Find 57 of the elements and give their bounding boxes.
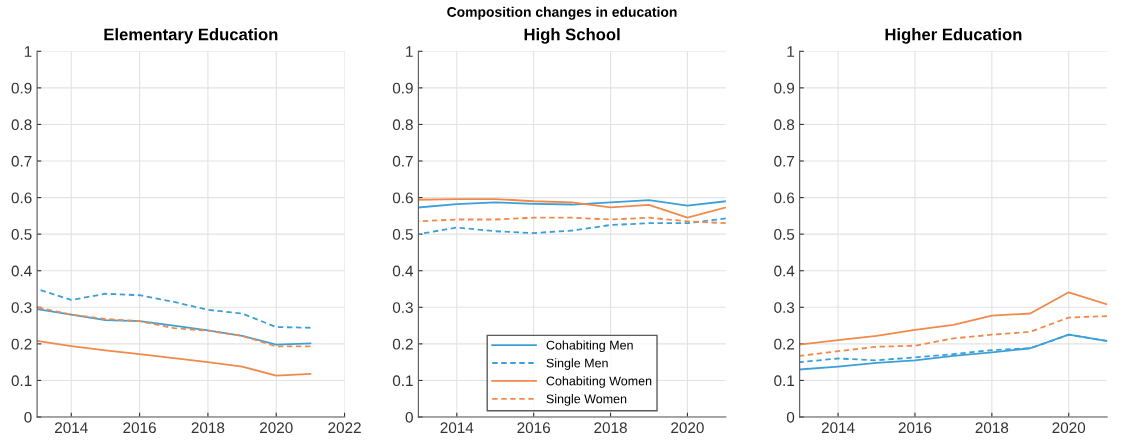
- y-tick-label: 0.4: [392, 265, 414, 277]
- y-tick-label: 0.6: [774, 192, 795, 204]
- y-tick-label: 0.1: [392, 375, 413, 387]
- x-tick-label: 2014: [440, 422, 474, 434]
- y-tick-label: 0.6: [392, 192, 413, 204]
- chart-title: Elementary Education: [104, 28, 278, 44]
- y-tick-label: 0.8: [392, 119, 413, 131]
- legend-label: Single Women: [546, 394, 627, 406]
- legend-label: Cohabiting Women: [546, 376, 652, 388]
- x-tick-label: 2020: [1052, 422, 1086, 434]
- legend-label: Single Men: [546, 358, 608, 370]
- y-tick-label: 0.9: [774, 82, 795, 94]
- y-tick-label: 0.7: [774, 155, 795, 167]
- x-tick-label: 2018: [975, 422, 1009, 434]
- y-tick-label: 0.1: [11, 375, 32, 387]
- y-tick-label: 1: [24, 46, 32, 57]
- x-tick-label: 2014: [55, 422, 88, 434]
- y-tick-label: 0.5: [392, 229, 413, 240]
- y-tick-label: 1: [787, 46, 795, 57]
- y-tick-label: 0: [405, 411, 413, 423]
- chart-title: Higher Education: [885, 28, 1022, 44]
- x-tick-label: 2016: [517, 422, 550, 434]
- y-tick-label: 0.9: [392, 82, 413, 94]
- y-tick-label: 0.5: [774, 229, 795, 240]
- y-tick-label: 0.8: [11, 119, 32, 131]
- x-tick-label: 2016: [123, 422, 156, 434]
- y-tick-label: 0.1: [774, 375, 795, 387]
- y-tick-label: 0.9: [11, 82, 32, 94]
- y-tick-label: 0.2: [392, 338, 413, 350]
- line-series: [37, 340, 312, 377]
- y-tick-label: 0.3: [774, 302, 795, 313]
- x-tick-label: 2016: [898, 422, 932, 434]
- y-tick-label: 0.2: [11, 338, 32, 350]
- y-tick-label: 0: [24, 411, 32, 423]
- y-tick-label: 0.7: [11, 155, 32, 167]
- legend-label: Cohabiting Men: [546, 340, 633, 353]
- text: Composition changes in education: [447, 6, 677, 20]
- x-tick-label: 2020: [260, 422, 293, 434]
- y-tick-label: 0.3: [11, 302, 32, 313]
- x-tick-label: 2018: [594, 422, 627, 434]
- x-tick-label: 2014: [821, 422, 855, 434]
- y-tick-label: 0.2: [774, 338, 795, 350]
- y-tick-label: 0.4: [11, 265, 32, 277]
- y-tick-label: 1: [406, 46, 413, 57]
- x-tick-label: 2022: [328, 422, 361, 434]
- y-tick-label: 0.5: [11, 229, 32, 240]
- y-tick-label: 0.6: [11, 192, 32, 204]
- line-series: [799, 291, 1108, 346]
- line-series: [418, 199, 726, 209]
- x-tick-label: 2020: [671, 422, 704, 434]
- y-tick-label: 0.8: [774, 119, 795, 131]
- y-tick-label: 0.7: [392, 155, 413, 167]
- x-tick-label: 2018: [191, 422, 225, 434]
- chart-title: High School: [524, 28, 620, 44]
- y-tick-label: 0: [786, 411, 795, 423]
- y-tick-label: 0.3: [392, 302, 413, 313]
- y-tick-label: 0.4: [774, 265, 795, 277]
